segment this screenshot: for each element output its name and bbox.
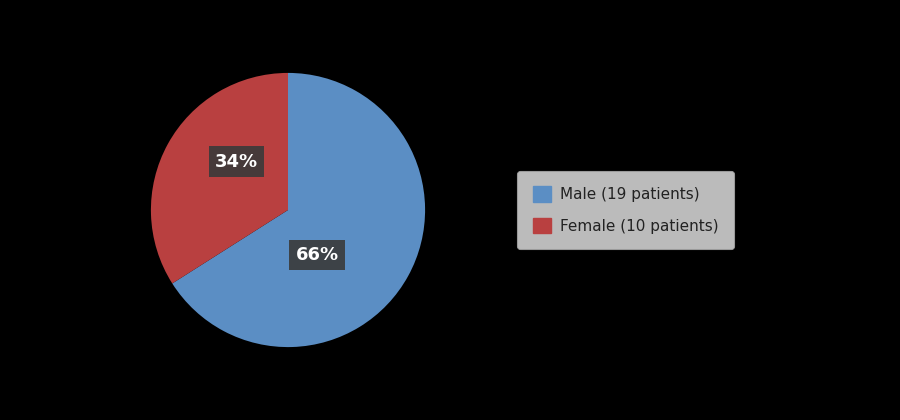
- Text: 34%: 34%: [215, 152, 258, 171]
- Text: 66%: 66%: [295, 246, 338, 264]
- Wedge shape: [172, 73, 425, 347]
- Legend: Male (19 patients), Female (10 patients): Male (19 patients), Female (10 patients): [518, 171, 734, 249]
- Wedge shape: [151, 73, 288, 284]
